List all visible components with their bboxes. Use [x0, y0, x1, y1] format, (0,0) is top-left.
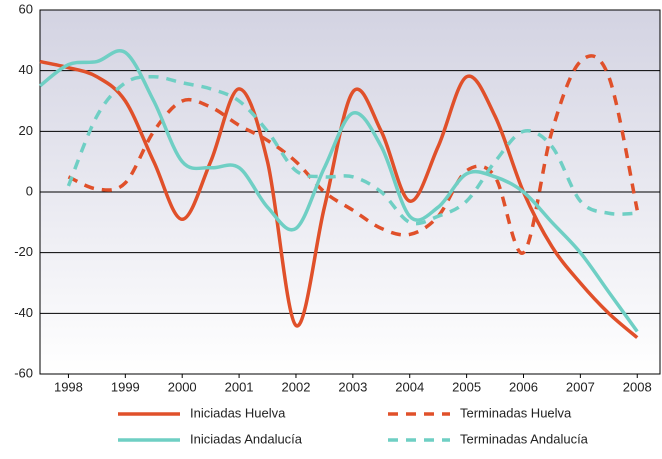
x-tick-label: 2000 — [168, 379, 197, 394]
x-tick-label: 2002 — [282, 379, 311, 394]
x-tick-label: 2006 — [509, 379, 538, 394]
y-tick-label: -20 — [14, 244, 33, 259]
x-tick-label: 2004 — [395, 379, 424, 394]
y-tick-label: -60 — [14, 365, 33, 380]
y-tick-label: 0 — [26, 183, 33, 198]
legend-label: Iniciadas Huelva — [190, 405, 286, 420]
x-tick-label: 2001 — [225, 379, 254, 394]
x-tick-label: 2003 — [338, 379, 367, 394]
y-tick-label: -40 — [14, 305, 33, 320]
y-tick-label: 20 — [19, 123, 33, 138]
x-tick-label: 2008 — [623, 379, 652, 394]
x-tick-label: 1998 — [54, 379, 83, 394]
series-line — [66, 74, 638, 226]
legend-label: Terminadas Andalucía — [460, 431, 589, 446]
x-tick-label: 2007 — [566, 379, 595, 394]
legend-label: Iniciadas Andalucía — [190, 431, 303, 446]
x-tick-label: 1999 — [111, 379, 140, 394]
y-tick-label: 60 — [19, 1, 33, 16]
series-line — [67, 54, 639, 255]
legend-label: Terminadas Huelva — [460, 405, 572, 420]
y-tick-label: 40 — [19, 62, 33, 77]
x-tick-label: 2005 — [452, 379, 481, 394]
series-line — [38, 49, 639, 333]
